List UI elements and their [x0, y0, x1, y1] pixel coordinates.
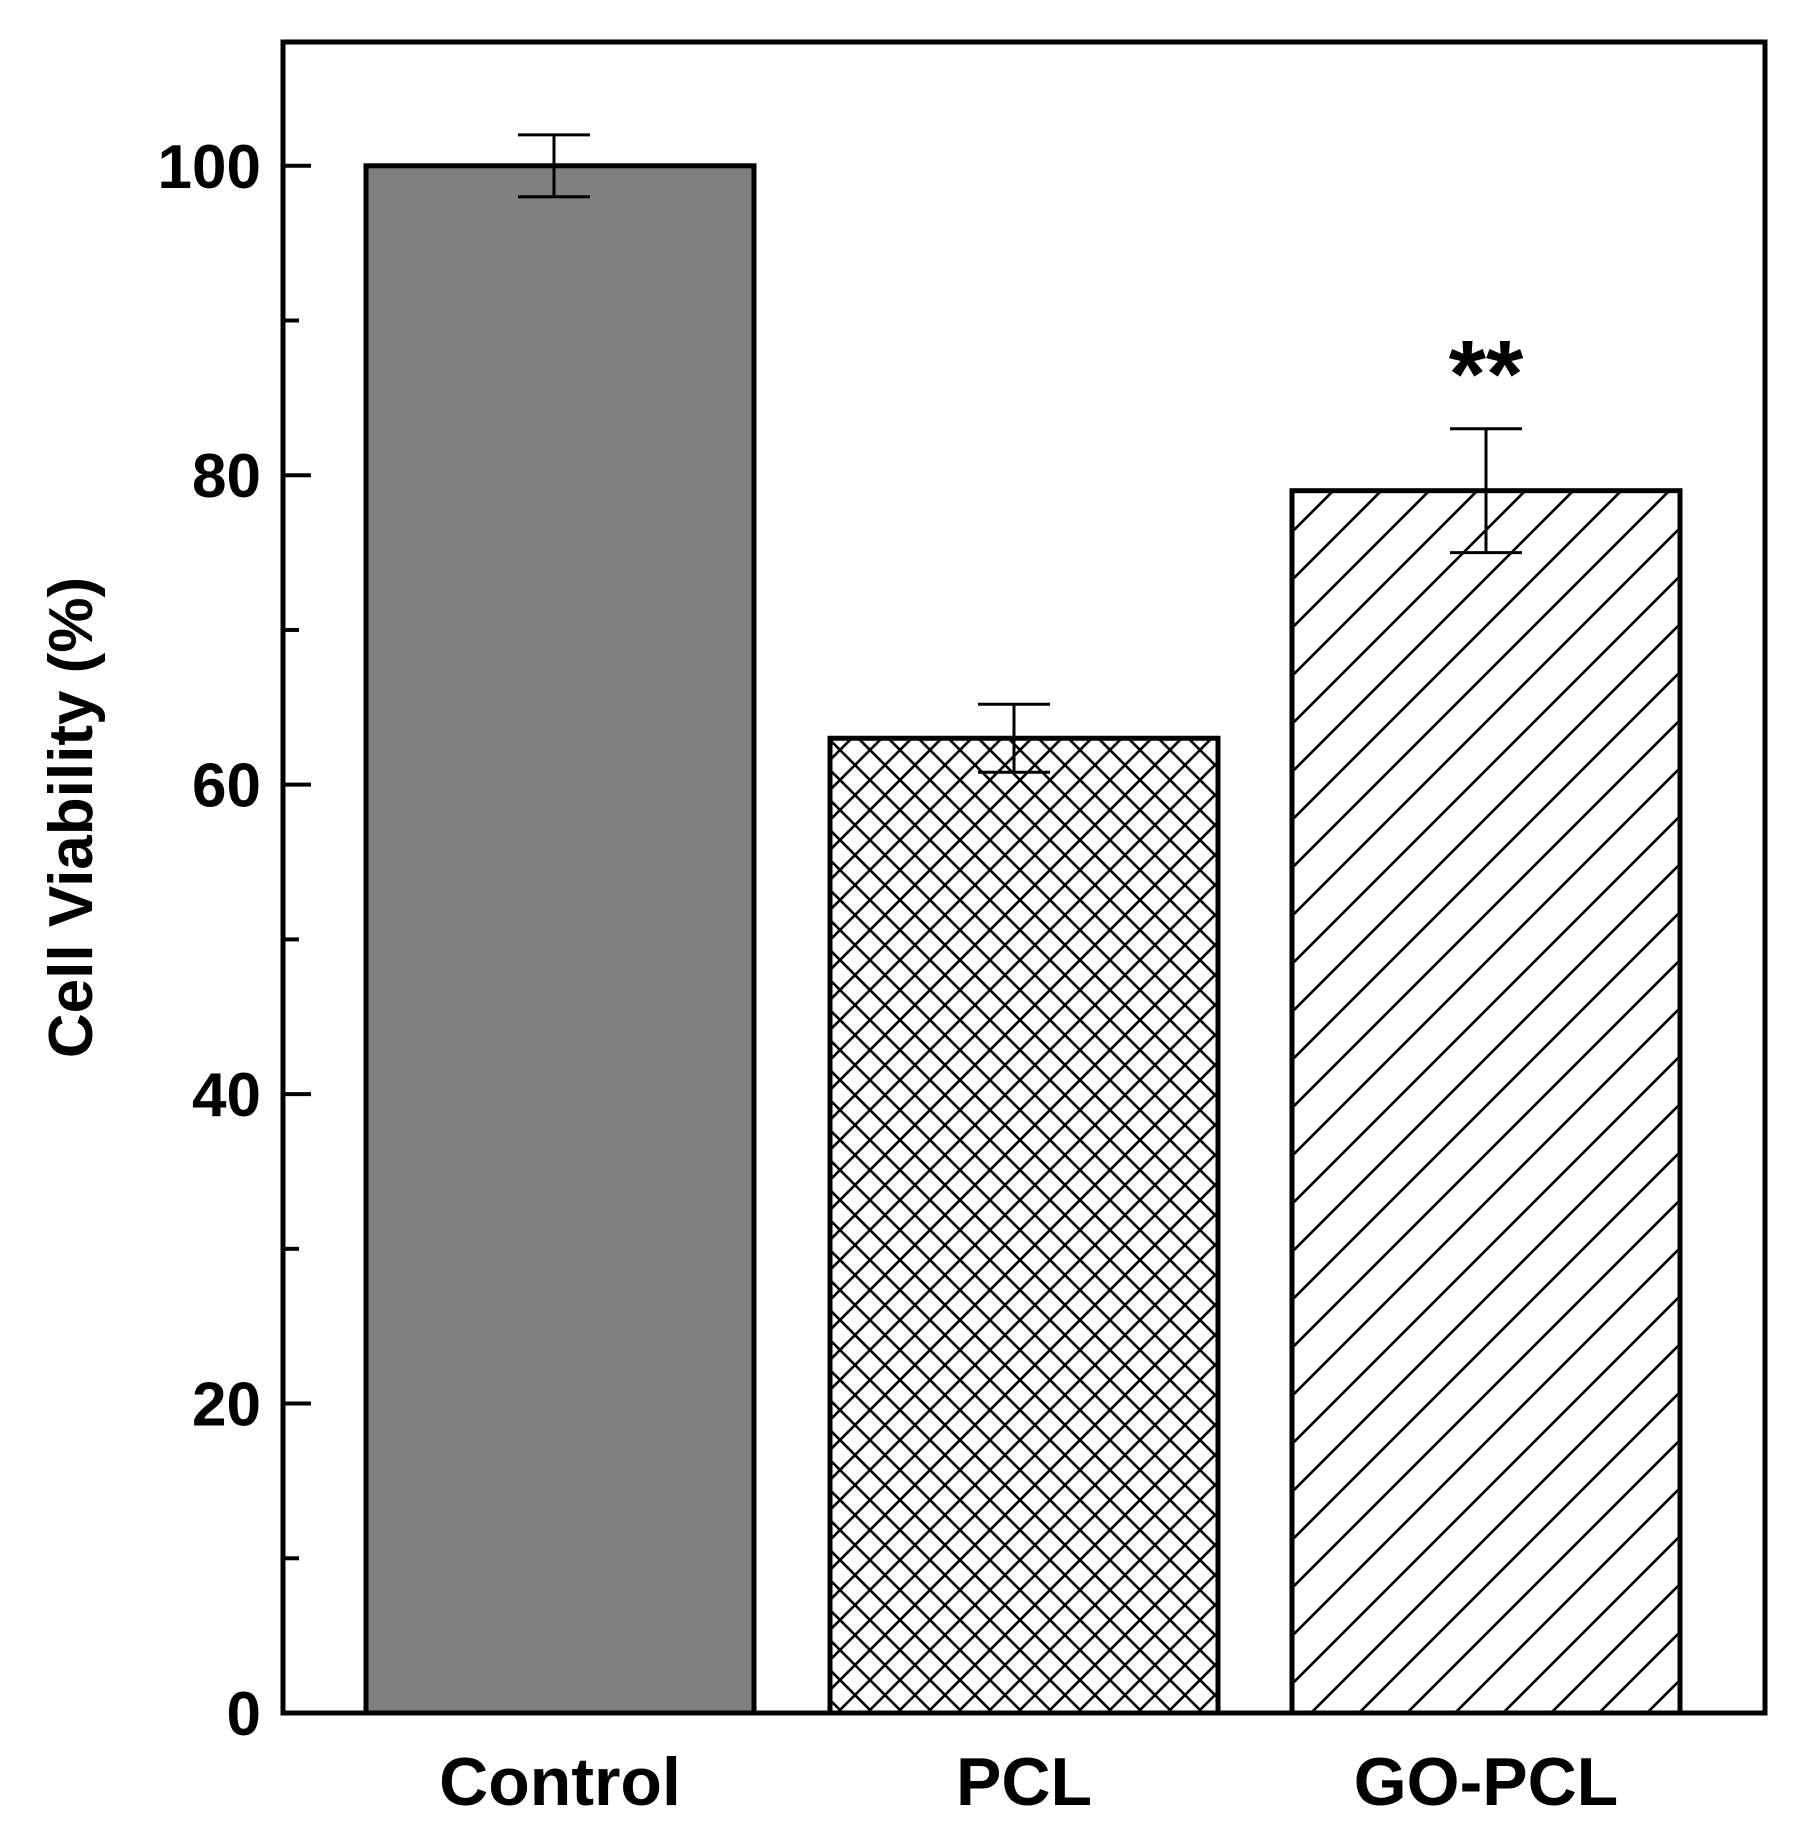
y-axis: 0 20 40 60 80 100: [158, 133, 311, 1749]
error-bar-go-pcl: [1450, 427, 1522, 555]
category-label-control: Control: [439, 1744, 681, 1820]
plot-frame: [280, 39, 1768, 1716]
y-tick-label-20: 20: [192, 1371, 261, 1440]
y-tick-label-100: 100: [158, 133, 261, 202]
error-bar-pcl: [978, 702, 1050, 774]
error-bar-control: [518, 133, 590, 199]
x-axis: Control PCL GO-PCL: [439, 1744, 1618, 1820]
y-tick-label-40: 40: [192, 1061, 261, 1130]
bar-control: [363, 163, 757, 1716]
annotations-group: **: [1449, 321, 1524, 428]
y-tick-label-80: 80: [192, 442, 261, 511]
category-label-pcl: PCL: [956, 1744, 1092, 1820]
y-tick-label-60: 60: [192, 752, 261, 821]
category-label-go-pcl: GO-PCL: [1354, 1744, 1618, 1820]
y-axis-label: Cell Viability (%): [37, 577, 106, 1058]
error-bars-group: [518, 133, 1522, 774]
significance-annotation: **: [1449, 321, 1524, 428]
bar-go-pcl: [1289, 488, 1683, 1716]
y-tick-label-0: 0: [227, 1680, 261, 1749]
bar-pcl: [827, 735, 1221, 1716]
